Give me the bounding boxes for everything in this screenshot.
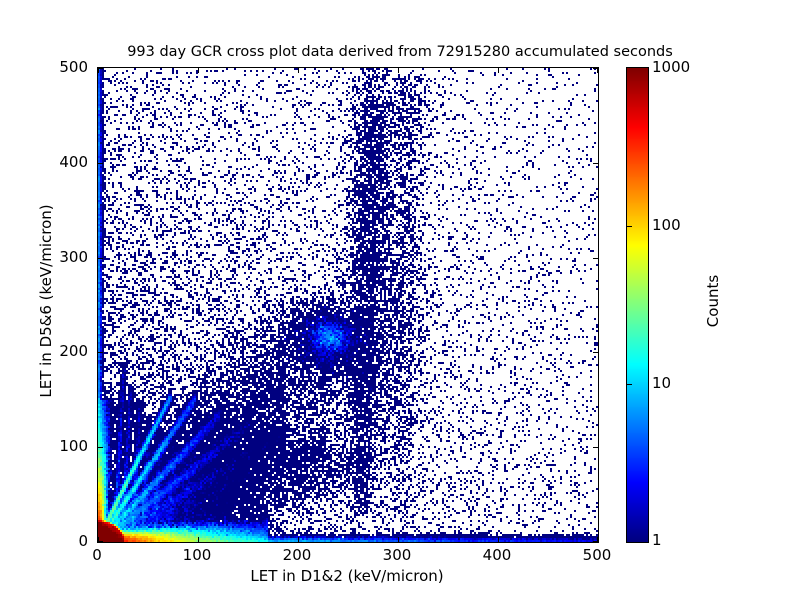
x-tick-label: 400 [482,546,512,564]
x-tick [198,537,199,542]
y-tick-right [593,541,598,542]
y-tick-label: 200 [59,342,88,361]
x-tick-label: 200 [282,546,312,564]
plot-axes [97,67,599,543]
y-tick-right [593,447,598,448]
y-tick [98,352,103,353]
colorbar-tick-label: 1000 [652,58,691,76]
y-tick-label: 100 [59,437,88,456]
colorbar-tick [627,384,632,385]
colorbar-tick [627,226,632,227]
y-tick-label: 300 [59,247,88,266]
y-tick-label: 400 [59,152,88,171]
x-tick-top [398,68,399,73]
y-tick [98,447,103,448]
x-tick [398,537,399,542]
y-tick [98,68,103,69]
y-tick-label: 500 [59,58,88,76]
x-tick [98,537,99,542]
x-axis-label: LET in D1&2 (keV/micron) [250,567,444,585]
colorbar-label: Counts [704,274,722,328]
y-tick-right [593,352,598,353]
x-tick-label: 100 [182,546,212,564]
colorbar-tick-label: 1 [652,531,662,549]
y-tick [98,258,103,259]
density-heatmap [98,68,598,542]
y-tick-right [593,68,598,69]
x-tick-top [198,68,199,73]
title-line-1: 993 day GCR cross plot data derived from… [127,44,673,60]
x-tick [298,537,299,542]
colorbar-tick-label: 10 [652,374,672,392]
y-tick-right [593,163,598,164]
x-tick [597,537,598,542]
y-axis-label: LET in D5&6 (keV/micron) [37,204,55,398]
y-tick-label: 0 [78,532,88,550]
y-tick [98,541,103,542]
x-tick-top [597,68,598,73]
x-tick-top [298,68,299,73]
x-tick-label: 0 [92,546,102,564]
x-tick [498,537,499,542]
x-tick-label: 300 [382,546,412,564]
y-tick-right [593,258,598,259]
y-tick [98,163,103,164]
colorbar-tick-label: 100 [652,216,681,234]
x-tick-label: 500 [582,546,612,564]
x-tick-top [98,68,99,73]
x-tick-top [498,68,499,73]
colorbar [626,67,649,543]
colorbar-gradient [627,68,648,542]
